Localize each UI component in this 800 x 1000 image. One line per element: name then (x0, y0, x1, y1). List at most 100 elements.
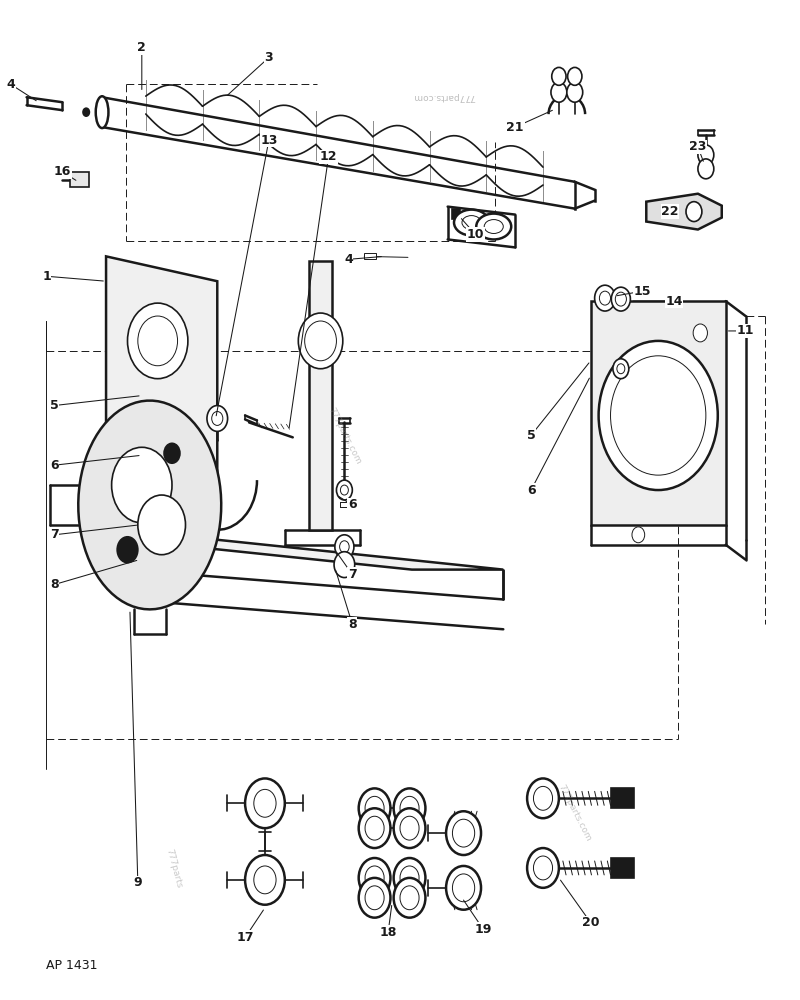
Circle shape (358, 808, 390, 848)
Circle shape (453, 819, 474, 847)
Circle shape (594, 285, 615, 311)
Circle shape (365, 816, 384, 840)
Circle shape (127, 303, 188, 379)
Circle shape (610, 356, 706, 475)
Text: 777parts.com: 777parts.com (412, 92, 475, 101)
Circle shape (138, 495, 186, 555)
Text: 777parts: 777parts (164, 847, 183, 889)
Text: 16: 16 (54, 165, 71, 178)
Circle shape (527, 778, 559, 818)
Text: 12: 12 (320, 150, 338, 163)
Text: 7: 7 (50, 528, 58, 541)
Polygon shape (78, 401, 222, 609)
Circle shape (394, 788, 426, 828)
Text: 8: 8 (348, 618, 357, 631)
Circle shape (337, 480, 352, 500)
Text: 777parts.com: 777parts.com (557, 783, 593, 843)
Circle shape (146, 442, 154, 452)
Text: 17: 17 (236, 931, 254, 944)
Circle shape (453, 874, 474, 902)
Ellipse shape (484, 220, 503, 233)
Ellipse shape (454, 210, 489, 235)
Circle shape (254, 789, 276, 817)
Circle shape (534, 856, 553, 880)
Polygon shape (70, 172, 89, 187)
Polygon shape (126, 540, 503, 570)
Circle shape (164, 443, 180, 463)
Text: 7: 7 (348, 568, 357, 581)
Circle shape (140, 512, 159, 536)
Polygon shape (309, 261, 333, 530)
Circle shape (698, 159, 714, 179)
Circle shape (527, 848, 559, 888)
Circle shape (446, 811, 481, 855)
Circle shape (551, 82, 567, 102)
Circle shape (365, 866, 384, 890)
Text: 8: 8 (50, 578, 58, 591)
Circle shape (693, 324, 707, 342)
Text: 6: 6 (50, 459, 58, 472)
Bar (610, 788, 634, 808)
Text: 18: 18 (379, 926, 397, 939)
Bar (610, 858, 634, 878)
Circle shape (446, 866, 481, 910)
Circle shape (207, 406, 228, 431)
Text: 2: 2 (138, 41, 146, 54)
Circle shape (613, 359, 629, 379)
Text: 3: 3 (265, 51, 274, 64)
Circle shape (139, 527, 160, 553)
Circle shape (698, 145, 714, 165)
Polygon shape (364, 253, 376, 259)
Circle shape (365, 886, 384, 910)
Text: 20: 20 (582, 916, 599, 929)
Text: 22: 22 (662, 205, 679, 218)
Circle shape (83, 108, 90, 116)
Circle shape (400, 816, 419, 840)
Circle shape (334, 552, 354, 578)
Text: 13: 13 (260, 134, 278, 147)
Polygon shape (590, 301, 726, 525)
Bar (452, 209, 459, 219)
Text: 5: 5 (50, 399, 58, 412)
Text: 6: 6 (348, 498, 357, 511)
Text: 4: 4 (6, 78, 15, 91)
Circle shape (358, 858, 390, 898)
Circle shape (598, 341, 718, 490)
Text: AP 1431: AP 1431 (46, 959, 98, 972)
Circle shape (611, 287, 630, 311)
Text: 1: 1 (42, 270, 51, 283)
Text: 23: 23 (690, 140, 706, 153)
Text: 9: 9 (134, 876, 142, 889)
Circle shape (254, 866, 276, 894)
Circle shape (365, 796, 384, 820)
Ellipse shape (462, 216, 481, 230)
Circle shape (145, 518, 154, 530)
Text: 21: 21 (506, 121, 524, 134)
Text: 6: 6 (526, 484, 535, 497)
Circle shape (534, 786, 553, 810)
Circle shape (335, 535, 354, 559)
Circle shape (138, 316, 178, 366)
Circle shape (142, 437, 158, 457)
Text: 11: 11 (737, 324, 754, 337)
Text: 19: 19 (474, 923, 492, 936)
Ellipse shape (476, 214, 511, 239)
Text: 10: 10 (466, 228, 484, 241)
Circle shape (400, 886, 419, 910)
Text: 4: 4 (344, 253, 353, 266)
Circle shape (245, 778, 285, 828)
Circle shape (245, 855, 285, 905)
Circle shape (394, 858, 426, 898)
Circle shape (394, 878, 426, 918)
Circle shape (567, 82, 582, 102)
Circle shape (358, 788, 390, 828)
Polygon shape (106, 256, 218, 540)
Ellipse shape (96, 96, 109, 128)
Circle shape (568, 67, 582, 85)
Circle shape (686, 202, 702, 222)
Circle shape (400, 866, 419, 890)
Circle shape (632, 527, 645, 543)
Circle shape (394, 808, 426, 848)
Circle shape (117, 537, 138, 563)
Circle shape (400, 796, 419, 820)
